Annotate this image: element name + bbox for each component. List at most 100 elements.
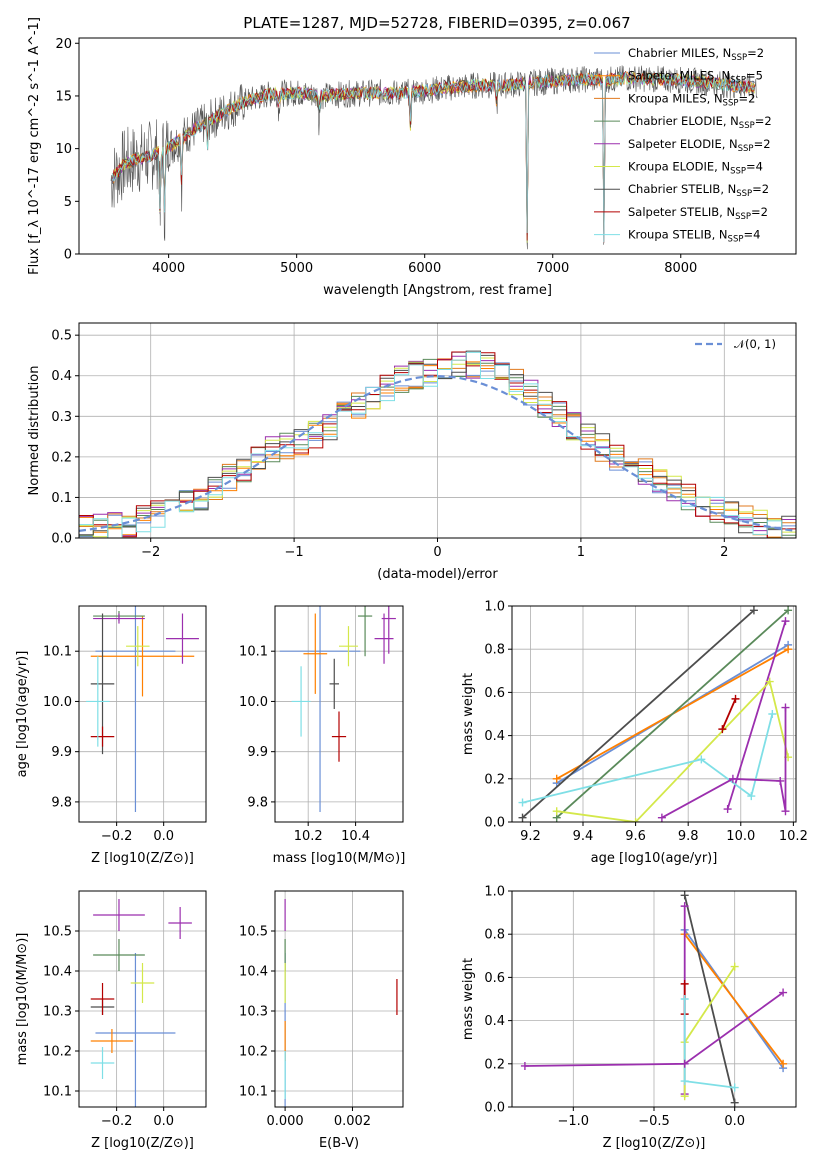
panel-age-weight: 9.2 9.4 9.6 9.8 10.0 10.2 0.0 0.2 0.4 0.6 0.8 1.0 ag… [461,600,808,867]
weight-line [721,698,737,730]
y-tick-label: 0.1 [51,491,72,506]
weight-marker [680,902,689,911]
legend-subscript: SSP [739,121,755,131]
weight-marker [680,1059,689,1068]
plot-area [518,606,793,822]
legend-subscript: SSP [735,212,751,222]
y-tick-label: 0.8 [484,928,505,943]
weight-line [683,933,784,1065]
panel-mass-age: 10.2 10.4 9.8 9.9 10.0 10.1 mass [log10(M/M⊙)] [239,605,406,866]
y-tick-label: 10.4 [239,965,268,980]
y-tick-label: 10.5 [43,925,72,940]
weight-marker [680,995,689,1003]
weight-marker [657,813,666,822]
weight-marker [730,962,739,971]
weight-line [726,620,787,810]
errorbar [374,613,394,664]
y-tick-label: 0.4 [484,729,505,744]
y-tick-label: 10.3 [43,1005,72,1020]
x-tick-label: 9.6 [625,829,646,844]
weight-marker [520,1061,529,1070]
weight-line [683,895,736,1103]
x-tick-label: −1 [285,545,304,560]
y-tick-label: 9.9 [51,745,72,760]
x-axis-label: Z [log10(Z/Z⊙)] [91,1136,194,1151]
weight-marker [731,694,740,703]
y-tick-label: 0.2 [484,1057,505,1072]
x-tick-label: 10.2 [294,829,323,844]
legend-nssp: =2 [738,91,755,105]
legend-entry: Kroupa ELODIE, NSSP=4 [628,160,763,177]
weight-marker [781,807,790,816]
axes-frame [78,37,797,255]
y-tick-label: 0.0 [484,816,505,831]
legend-entry: 𝒩(0, 1) [734,337,776,351]
legend-nssp: =2 [752,182,769,196]
weight-marker [723,805,732,814]
legend-entry: Salpeter MILES, NSSP=5 [628,69,763,86]
weight-marker [784,645,793,654]
errorbar [279,606,361,812]
legend-nssp: =4 [743,228,760,242]
y-tick-label: 10.4 [43,965,72,980]
weight-marker [781,617,790,626]
legend-nssp: =4 [746,160,763,174]
x-axis-label: wavelength [Angstrom, rest frame] [323,283,552,298]
x-tick-label: 10.2 [779,829,808,844]
weight-marker [697,755,706,764]
legend-entry: Salpeter ELODIE, NSSP=2 [628,137,771,154]
y-tick-label: 0.4 [484,1014,505,1029]
y-tick-label: 10.1 [43,645,72,660]
y-tick-label: 10.3 [239,1005,268,1020]
legend-subscript: SSP [730,76,746,86]
residual-histogram [79,351,796,538]
legend-subscript: SSP [730,167,746,177]
weight-marker [552,807,561,816]
x-tick-label: −0.2 [101,829,133,844]
weight-marker [680,979,689,988]
y-tick-label: 1.0 [484,600,505,615]
x-tick-label: 0.0 [724,1114,745,1129]
y-tick-label: 10.1 [239,1085,268,1100]
plot-area [520,891,788,1107]
x-tick-label: −2 [141,545,160,560]
plot-area [284,899,398,1107]
errorbar [168,907,192,939]
x-tick-label: −0.2 [101,1114,133,1129]
errorbar [331,711,347,762]
y-tick-label: 9.8 [247,795,268,810]
errorbar [90,1047,115,1079]
errorbar [339,626,358,667]
y-axis-label: mass weight [461,673,476,755]
x-tick-label: 0.000 [266,1114,303,1129]
y-tick-label: 20 [55,37,72,52]
legend-entry: Chabrier STELIB, NSSP=2 [628,182,769,199]
y-axis-label: mass [log10(M/M⊙)] [15,933,30,1066]
errorbar [130,963,155,1003]
x-axis-label: mass [log10(M/M⊙)] [273,851,406,866]
axes-frame [78,890,207,1108]
y-tick-label: 0.8 [484,643,505,658]
errorbar [303,613,328,694]
weight-marker [680,1077,689,1086]
errorbar [93,613,145,624]
x-axis-label: E(B-V) [319,1136,359,1151]
y-axis-label: Normed distribution [27,366,42,496]
x-axis-label: (data-model)/error [377,567,498,582]
y-tick-label: 1.0 [484,885,505,900]
legend-nssp: =5 [746,69,763,83]
legend-entry: Kroupa STELIB, NSSP=4 [628,228,760,245]
y-tick-label: 0.2 [51,450,72,465]
weight-marker [680,891,689,900]
weight-line [683,966,736,1097]
x-tick-label: 6000 [408,261,441,276]
model-spectrum [111,71,755,236]
model-spectrum [111,72,755,243]
x-tick-label: 4000 [152,261,185,276]
weight-marker [776,776,785,785]
x-axis-label: age [log10(age/yr)] [591,851,718,866]
plot-area [90,899,192,1107]
legend-entry: Salpeter STELIB, NSSP=2 [628,205,768,222]
residual-histogram [79,351,796,538]
